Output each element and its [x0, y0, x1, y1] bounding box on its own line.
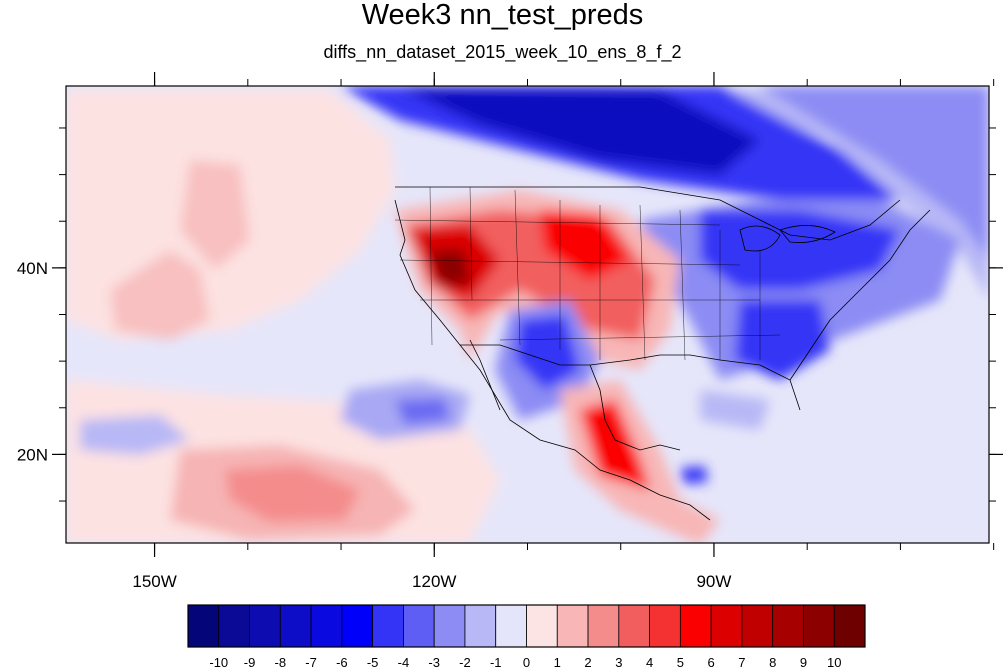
state-borders [394, 186, 781, 361]
colorbar-label: -2 [459, 655, 471, 670]
colorbar-label: 2 [584, 655, 591, 670]
coastlines [394, 186, 931, 521]
colorbar-label: 6 [708, 655, 715, 670]
colorbar-swatch [279, 604, 312, 648]
colorbar-label: 4 [646, 655, 653, 670]
colorbar-swatch [495, 604, 527, 648]
colorbar-label: -10 [209, 655, 228, 670]
colorbar: -10 -9 -8 -7 -6 -5 -4 -3 -2 -1 0 1 2 3 4 5 6 7 8 9 10 [187, 604, 866, 670]
colorbar-swatch [772, 604, 804, 648]
lat-tick-label: 40N [17, 259, 48, 278]
colorbar-label: -1 [490, 655, 502, 670]
colorbar-swatch [464, 604, 497, 648]
pacific-coastline [394, 199, 711, 521]
central-plains-warm [540, 210, 630, 280]
gulf-cold-patch [700, 390, 770, 430]
colorbar-swatch [803, 604, 835, 648]
colorbar-label: 7 [738, 655, 745, 670]
colorbar-swatch [556, 604, 589, 648]
central-america-cold [680, 466, 708, 484]
pacific-warm-core [225, 465, 360, 522]
colorbar-swatch [187, 604, 220, 648]
canada-border [395, 186, 901, 241]
lake-michigan [739, 225, 781, 252]
pacific-cold-core [395, 398, 450, 425]
mexico-border [460, 344, 590, 366]
colorbar-swatch [618, 604, 650, 648]
lake-huron [779, 225, 836, 243]
gulf-us-coastline [589, 354, 801, 411]
colorbar-label: -6 [336, 655, 348, 670]
lon-tick-label: 90W [696, 572, 731, 591]
great-lakes-cold [700, 210, 900, 290]
gulf-mexico-coastline [589, 364, 681, 451]
baja-coastline [469, 339, 501, 411]
map-title: Week3 nn_test_preds [361, 0, 644, 31]
colorbar-label: -7 [305, 655, 317, 670]
mexico-cold-core [515, 315, 580, 390]
colorbar-swatch [310, 604, 343, 648]
colorbar-swatch [710, 604, 743, 648]
colorbar-swatch [587, 604, 620, 648]
colorbar-label: -3 [428, 655, 440, 670]
colorbar-label: 3 [615, 655, 622, 670]
colorbar-swatch [372, 604, 404, 648]
colorbar-label: -5 [367, 655, 379, 670]
colorbar-swatch [526, 604, 558, 648]
canada-cold-core [400, 88, 760, 175]
colorbar-swatch [741, 604, 774, 648]
great-basin-core [430, 250, 470, 285]
colorbar-label: 8 [769, 655, 776, 670]
colorbar-swatch [649, 604, 681, 648]
hawaii-cold-patch [80, 415, 190, 455]
lat-tick-label: 20N [17, 445, 48, 464]
map-ticks: 150W 120W 90W 40N 20N [17, 72, 1003, 591]
colorbar-swatch [341, 604, 374, 648]
colorbar-swatch [403, 604, 435, 648]
colorbar-swatch [833, 604, 866, 648]
colorbar-label: -8 [275, 655, 287, 670]
colorbar-label: 1 [554, 655, 561, 670]
colorbar-label: 0 [523, 655, 530, 670]
anomaly-field [66, 86, 989, 543]
lon-tick-label: 120W [412, 572, 456, 591]
colorbar-swatch [433, 604, 466, 648]
south-mexico-warm-core [580, 400, 650, 490]
lon-tick-label: 150W [132, 572, 176, 591]
colorbar-label: 10 [827, 655, 841, 670]
colorbar-label: 5 [677, 655, 684, 670]
colorbar-swatch [679, 604, 712, 648]
atlantic-coastline [789, 209, 931, 381]
gulf-of-alaska-warm [180, 160, 250, 270]
colorbar-label: -4 [398, 655, 410, 670]
colorbar-label: -9 [244, 655, 256, 670]
map-subtitle: diffs_nn_dataset_2015_week_10_ens_8_f_2 [323, 42, 682, 62]
pacific-northern-warm [110, 250, 210, 340]
southeast-cold [735, 300, 830, 380]
colorbar-swatch [249, 604, 281, 648]
colorbar-swatch [218, 604, 250, 648]
colorbar-label: 9 [800, 655, 807, 670]
colorbar-frame [187, 604, 866, 648]
